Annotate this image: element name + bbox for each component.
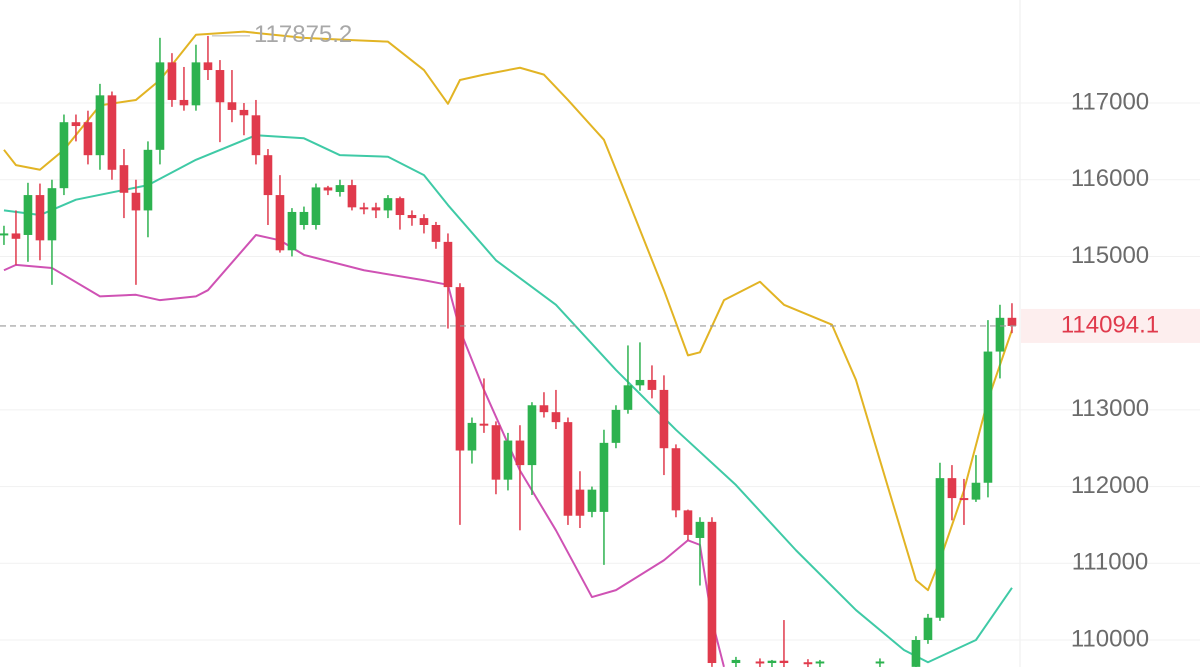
- candle-body: [611, 409, 621, 443]
- last-price-label: 114094.1: [1061, 311, 1159, 338]
- candle-body: [167, 62, 177, 100]
- candle-body: [71, 122, 81, 127]
- candle-body: [239, 109, 249, 116]
- candle-body: [491, 425, 501, 480]
- candle-body: [539, 405, 549, 413]
- candle-body: [299, 211, 309, 225]
- candle-body: [431, 224, 441, 242]
- candle-body: [371, 207, 381, 211]
- candle-body: [623, 385, 633, 410]
- candle-body: [59, 122, 69, 189]
- max-label: 117875.2: [254, 21, 352, 48]
- candle-body: [515, 440, 525, 466]
- candle-body: [755, 661, 765, 664]
- candle-body: [203, 62, 213, 71]
- candle-body: [779, 660, 789, 664]
- grid: [0, 102, 1200, 641]
- candle-body: [47, 188, 57, 241]
- candle-body: [227, 102, 237, 110]
- candle-body: [659, 389, 669, 449]
- candle-body: [107, 95, 117, 170]
- candle-body: [119, 165, 129, 193]
- candle-body: [911, 639, 921, 667]
- candle-body: [527, 405, 537, 466]
- candle-body: [443, 241, 453, 288]
- y-tick-label: 111000: [1072, 549, 1149, 576]
- candle-body: [11, 233, 21, 239]
- y-tick-label: 112000: [1071, 472, 1149, 499]
- y-axis: 110000 111000 112000 113000 115000 116000 1170…: [1021, 88, 1200, 652]
- candle-body: [143, 149, 153, 211]
- candle-body: [251, 115, 261, 156]
- candle-body: [407, 215, 417, 219]
- y-tick-label: 115000: [1071, 242, 1149, 269]
- candle-body: [935, 478, 945, 618]
- candle-body: [563, 422, 573, 516]
- last-price-badge: [1021, 308, 1200, 343]
- candle-body: [155, 62, 165, 150]
- candle-body: [359, 207, 369, 210]
- candle-body: [35, 195, 45, 241]
- candle-body: [95, 95, 105, 156]
- band-line: [3, 30, 1013, 592]
- candle-body: [971, 482, 981, 500]
- candle-body: [551, 412, 561, 423]
- candle-body: [347, 185, 357, 208]
- candle-body: [323, 187, 333, 191]
- candle-body: [575, 489, 585, 516]
- candle-body: [191, 62, 201, 106]
- band-line: [3, 134, 1013, 664]
- candle-body: [599, 442, 609, 512]
- candle-body: [395, 198, 405, 216]
- candle-body: [947, 478, 957, 499]
- candle-body: [803, 662, 813, 665]
- candle-body: [179, 99, 189, 106]
- candle-body: [383, 198, 393, 211]
- candle-body: [287, 211, 297, 251]
- candle-body: [1007, 317, 1017, 326]
- candle-body: [467, 422, 477, 451]
- plot-area: 117875.2: [0, 21, 1020, 667]
- candle-body: [263, 155, 273, 196]
- candle-body: [455, 287, 465, 451]
- candle-body: [959, 498, 969, 501]
- candle-body: [647, 379, 657, 390]
- candle-body: [815, 661, 825, 664]
- candle-body: [503, 440, 513, 480]
- candle-body: [707, 521, 717, 664]
- candle-body: [983, 351, 993, 483]
- y-tick-label: 117000: [1071, 88, 1149, 115]
- candle-body: [311, 187, 321, 225]
- y-tick-label: 116000: [1071, 165, 1149, 192]
- candle-body: [0, 233, 9, 236]
- candle-body: [131, 192, 141, 211]
- candle-body: [695, 521, 705, 538]
- candle-body: [731, 659, 741, 664]
- candle-body: [335, 185, 345, 193]
- band-line: [3, 233, 725, 667]
- candle-body: [683, 510, 693, 535]
- candle-body: [479, 423, 489, 426]
- y-tick-label: 113000: [1071, 395, 1149, 422]
- candle-body: [875, 661, 885, 664]
- candle-body: [215, 70, 225, 103]
- candle-body: [83, 122, 93, 156]
- candle-body: [995, 317, 1005, 352]
- candle-body: [671, 448, 681, 511]
- y-tick-label: 110000: [1071, 625, 1149, 652]
- candle-body: [587, 489, 597, 512]
- candle-body: [767, 660, 777, 664]
- candle-body: [923, 617, 933, 640]
- candle-body: [275, 195, 285, 251]
- candle-body: [419, 218, 429, 225]
- candle-body: [635, 379, 645, 386]
- candle-body: [23, 195, 33, 235]
